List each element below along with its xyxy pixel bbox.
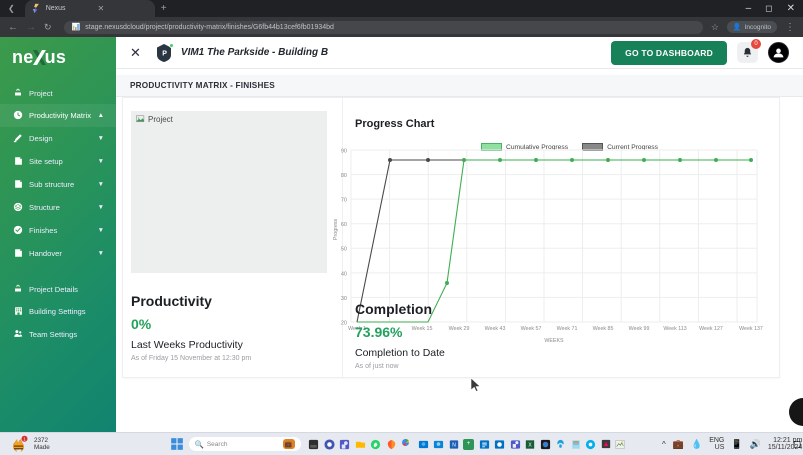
- svg-text:N: N: [452, 442, 456, 448]
- svg-text:30: 30: [341, 296, 347, 302]
- svg-text:20: 20: [341, 321, 347, 327]
- svg-text:Week 127: Week 127: [699, 326, 723, 332]
- svg-text:P: P: [162, 50, 167, 57]
- svg-text:Week 137: Week 137: [739, 326, 763, 332]
- svg-text:40: 40: [341, 271, 347, 277]
- svg-text:Week 113: Week 113: [663, 326, 686, 332]
- svg-text:80: 80: [341, 173, 347, 179]
- svg-text:Week 99: Week 99: [629, 326, 650, 332]
- svg-text:Progress: Progress: [333, 218, 339, 240]
- svg-text:70: 70: [341, 198, 347, 204]
- svg-text:60: 60: [341, 222, 347, 228]
- svg-text:50: 50: [341, 247, 347, 253]
- svg-text:90: 90: [341, 149, 347, 155]
